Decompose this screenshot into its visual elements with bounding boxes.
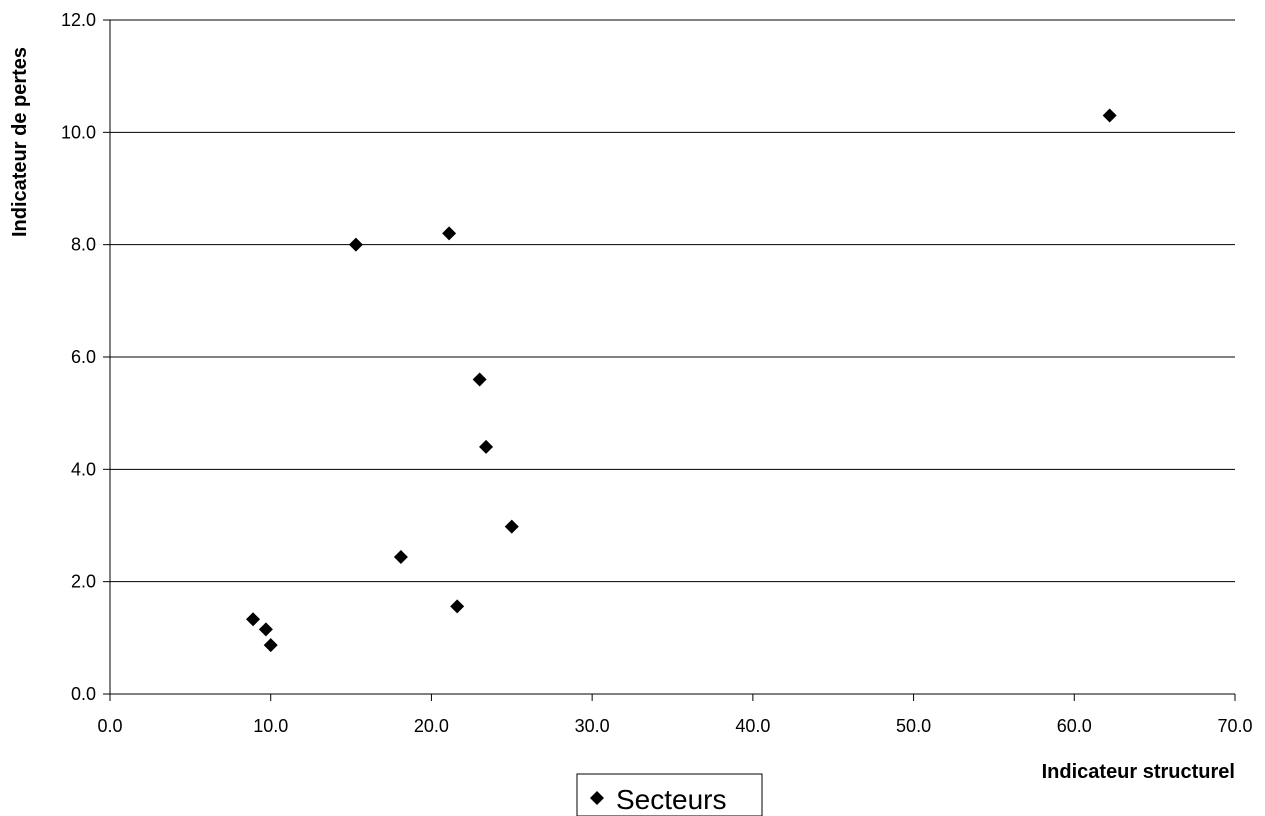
data-point xyxy=(442,226,457,241)
legend: Secteurs xyxy=(576,773,763,816)
x-tick-label: 60.0 xyxy=(1057,716,1092,736)
x-tick-label: 10.0 xyxy=(253,716,288,736)
data-point xyxy=(479,439,494,454)
data-points xyxy=(246,108,1117,653)
y-tick-label: 4.0 xyxy=(71,459,96,479)
y-tick-label: 0.0 xyxy=(71,684,96,704)
x-tick-label: 30.0 xyxy=(575,716,610,736)
gridlines xyxy=(110,19,1235,583)
x-axis-ticks: 0.0 10.0 20.0 30.0 40.0 50.0 60.0 70.0 xyxy=(97,694,1253,736)
legend-marker xyxy=(590,791,604,805)
x-tick-label: 20.0 xyxy=(414,716,449,736)
data-point xyxy=(472,372,487,387)
data-point xyxy=(393,549,408,564)
data-point xyxy=(263,638,278,653)
data-point xyxy=(348,237,363,252)
y-tick-label: 10.0 xyxy=(61,122,96,142)
x-tick-label: 0.0 xyxy=(97,716,122,736)
legend-box xyxy=(576,773,763,816)
y-tick-label: 6.0 xyxy=(71,347,96,367)
data-point xyxy=(246,612,261,627)
x-tick-label: 70.0 xyxy=(1217,716,1252,736)
data-point xyxy=(504,519,519,534)
x-tick-label: 50.0 xyxy=(896,716,931,736)
data-point xyxy=(258,622,273,637)
data-point xyxy=(1102,108,1117,123)
legend-label: Secteurs xyxy=(616,784,727,815)
data-point xyxy=(450,599,465,614)
y-tick-label: 8.0 xyxy=(71,235,96,255)
y-tick-label: 2.0 xyxy=(71,572,96,592)
y-tick-label: 12.0 xyxy=(61,10,96,30)
x-axis-title: Indicateur structurel xyxy=(1042,761,1235,783)
x-tick-label: 40.0 xyxy=(735,716,770,736)
y-axis-title: Indicateur de pertes xyxy=(9,47,31,237)
y-axis-ticks: 0.0 2.0 4.0 6.0 8.0 10.0 12.0 xyxy=(61,10,110,704)
